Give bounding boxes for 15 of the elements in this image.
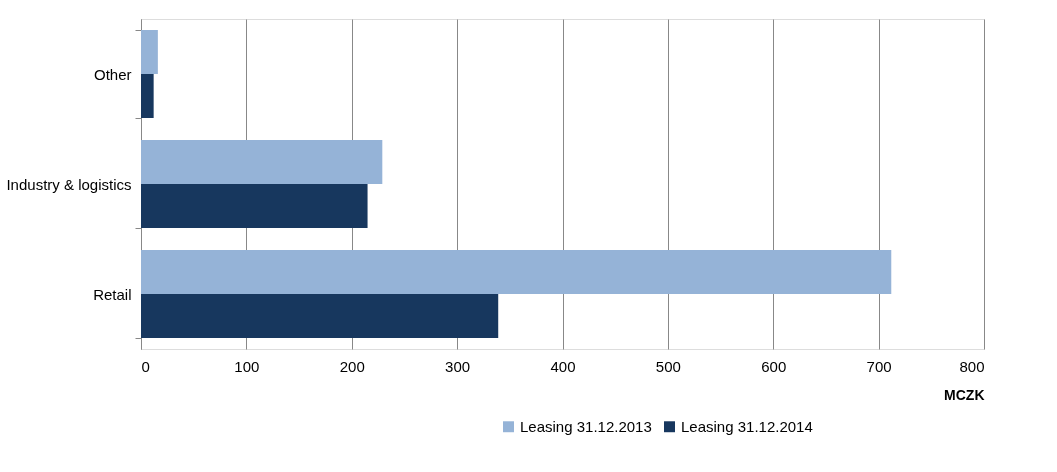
x-axis-title: MCZK (944, 386, 985, 403)
x-tick-label: 500 (655, 357, 681, 375)
x-tick-label: 800 (959, 357, 985, 375)
x-tick-label: 400 (550, 357, 576, 375)
x-tick-label: 200 (339, 357, 365, 375)
legend-label: Leasing 31.12.2013 (520, 417, 652, 435)
x-tick-label: 600 (761, 357, 787, 375)
y-tick-label: Industry & logistics (6, 175, 132, 193)
x-tick-label: 100 (234, 357, 260, 375)
y-tick-label: Other (93, 65, 132, 83)
x-tick-label: 300 (445, 357, 471, 375)
y-tick-label: Retail (93, 285, 132, 303)
legend-label: Leasing 31.12.2014 (681, 417, 813, 435)
x-tick-label: 700 (866, 357, 892, 375)
x-tick-label: 0 (141, 357, 150, 375)
